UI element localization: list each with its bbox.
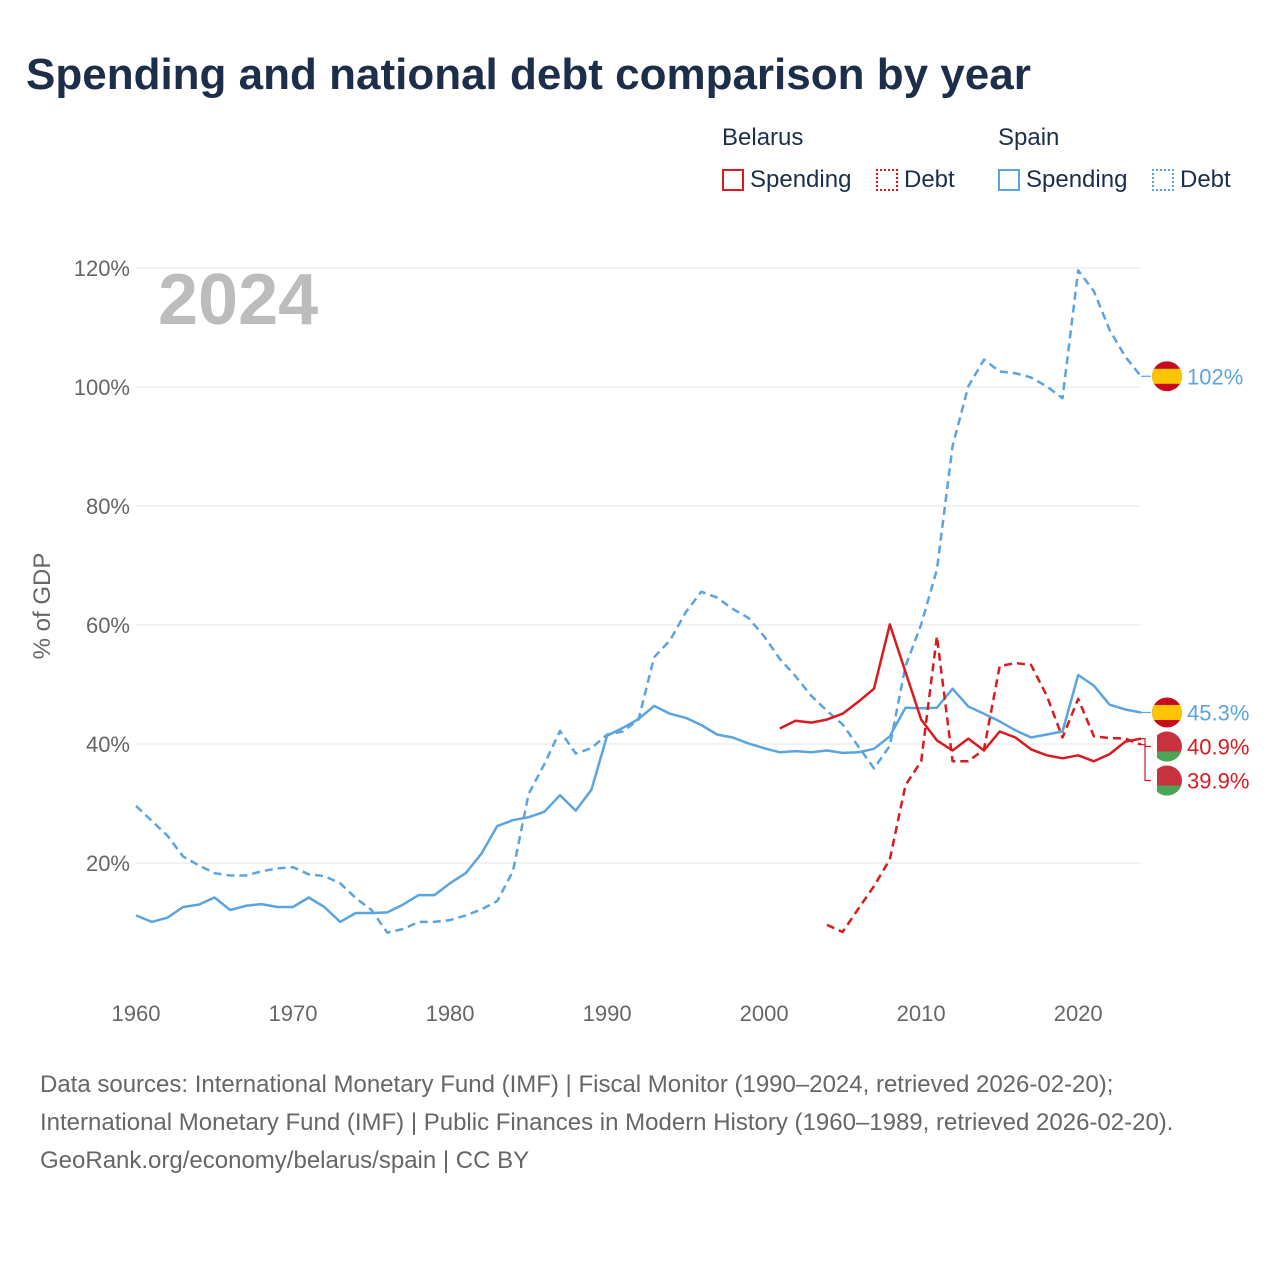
- series-line-spain-debt[interactable]: [135, 269, 1142, 934]
- y-tick-label: 100%: [74, 375, 130, 400]
- legend-item-belarus-spending[interactable]: Spending: [722, 166, 851, 194]
- year-label: 2024: [158, 260, 318, 340]
- legend-item-label: Spending: [1026, 166, 1128, 193]
- y-tick-label: 60%: [86, 613, 130, 638]
- legend-group-spain: Spain: [998, 124, 1060, 151]
- x-tick-label: 1980: [426, 1001, 475, 1026]
- grid: [136, 267, 1141, 864]
- x-axis-ticks: 1960 1970 1980 1990 2000 2010 2020: [112, 1001, 1103, 1026]
- x-tick-label: 1960: [112, 1001, 161, 1026]
- end-labels: 102% 45.3% 40.9% 39.9%: [1141, 361, 1249, 796]
- y-axis-ticks: 20% 40% 60% 80% 100% 120%: [74, 256, 130, 876]
- y-axis-label: % of GDP: [29, 553, 56, 660]
- dotted-swatch-icon: [876, 169, 898, 191]
- data-sources: Data sources: International Monetary Fun…: [40, 1071, 1174, 1136]
- y-tick-label: 120%: [74, 256, 130, 281]
- end-value-label: 39.9%: [1187, 768, 1249, 793]
- x-tick-label: 1990: [583, 1001, 632, 1026]
- x-tick-label: 2020: [1054, 1001, 1103, 1026]
- spain-flag-icon: [1152, 361, 1182, 392]
- end-connector: [1141, 743, 1151, 782]
- y-tick-label: 40%: [86, 732, 130, 757]
- x-tick-label: 2000: [740, 1001, 789, 1026]
- y-tick-label: 80%: [86, 494, 130, 519]
- x-tick-label: 1970: [269, 1001, 318, 1026]
- legend-group-belarus: Belarus: [722, 124, 804, 151]
- chart-title: Spending and national debt comparison by…: [26, 50, 1031, 99]
- y-tick-label: 20%: [86, 851, 130, 876]
- x-tick-label: 2010: [897, 1001, 946, 1026]
- end-value-label: 45.3%: [1187, 700, 1249, 725]
- legend-item-spain-debt[interactable]: Debt: [1152, 166, 1231, 194]
- spain-flag-icon: [1152, 697, 1182, 728]
- solid-swatch-icon: [998, 169, 1020, 191]
- credit-link[interactable]: GeoRank.org/economy/belarus/spain | CC B…: [40, 1147, 530, 1174]
- end-value-label: 40.9%: [1187, 734, 1249, 759]
- legend-item-belarus-debt[interactable]: Debt: [876, 166, 955, 194]
- dotted-swatch-icon: [1152, 169, 1174, 191]
- legend-item-label: Spending: [750, 166, 852, 193]
- legend-item-label: Debt: [1180, 166, 1231, 193]
- legend-item-label: Debt: [904, 166, 955, 193]
- legend-item-spain-spending[interactable]: Spending: [998, 166, 1127, 194]
- footer: Data sources: International Monetary Fun…: [40, 1066, 1240, 1180]
- belarus-flag-icon: [1152, 765, 1182, 796]
- line-chart: 2024 % of GDP 20%40%60%80%100%120% 1960 1…: [29, 256, 1249, 1026]
- belarus-flag-icon: [1152, 731, 1182, 762]
- series-line-belarus-spending[interactable]: [779, 623, 1142, 763]
- end-connector: [1141, 738, 1151, 748]
- series-lines: [135, 269, 1142, 934]
- end-value-label: 102%: [1187, 364, 1243, 389]
- series-line-belarus-debt[interactable]: [826, 635, 1142, 934]
- solid-swatch-icon: [722, 169, 744, 191]
